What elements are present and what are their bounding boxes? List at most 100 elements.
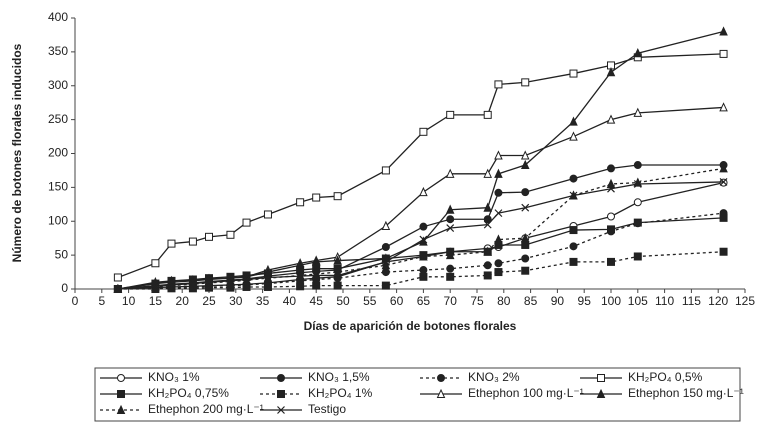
legend-label: Testigo bbox=[308, 402, 346, 416]
marker bbox=[483, 168, 493, 178]
legend-label: KNO₃ 1,5% bbox=[308, 370, 370, 384]
x-tick-label: 85 bbox=[524, 294, 538, 308]
x-tick-label: 15 bbox=[149, 294, 163, 308]
y-tick-label: 200 bbox=[48, 146, 68, 160]
marker bbox=[419, 266, 428, 275]
x-tick-label: 40 bbox=[283, 294, 297, 308]
x-tick-label: 50 bbox=[336, 294, 350, 308]
marker bbox=[494, 234, 503, 244]
marker bbox=[483, 202, 493, 212]
x-tick-label: 60 bbox=[390, 294, 404, 308]
marker bbox=[719, 247, 728, 256]
marker bbox=[167, 239, 176, 248]
marker bbox=[633, 161, 642, 170]
marker bbox=[333, 255, 342, 265]
marker bbox=[242, 275, 251, 284]
marker bbox=[607, 225, 615, 234]
marker bbox=[226, 276, 235, 285]
marker bbox=[419, 127, 428, 136]
legend-label: KNO₃ 2% bbox=[468, 370, 520, 384]
marker bbox=[263, 282, 272, 291]
marker bbox=[633, 48, 643, 58]
x-tick-label: 75 bbox=[470, 294, 484, 308]
marker bbox=[719, 26, 728, 36]
marker bbox=[188, 279, 197, 288]
marker bbox=[719, 178, 728, 186]
series-line bbox=[117, 212, 724, 290]
legend-box bbox=[94, 367, 741, 422]
marker bbox=[569, 116, 578, 126]
y-tick-label: 100 bbox=[48, 213, 68, 227]
marker bbox=[607, 164, 615, 173]
x-tick-label: 10 bbox=[122, 294, 136, 308]
marker bbox=[633, 107, 643, 117]
marker bbox=[436, 388, 446, 398]
marker bbox=[312, 281, 321, 290]
x-tick-label: 30 bbox=[229, 294, 243, 308]
marker bbox=[151, 259, 160, 268]
x-tick-label: 0 bbox=[72, 294, 79, 308]
marker bbox=[295, 260, 305, 270]
legend-label: Ethephon 150 mg·L⁻¹ bbox=[628, 386, 744, 400]
x-tick-label: 115 bbox=[682, 294, 701, 308]
marker bbox=[446, 110, 455, 119]
marker bbox=[381, 220, 391, 230]
y-tick-label: 50 bbox=[55, 247, 69, 261]
marker bbox=[633, 198, 642, 207]
marker bbox=[521, 188, 530, 197]
marker bbox=[483, 246, 493, 256]
marker bbox=[719, 102, 728, 112]
series-line bbox=[117, 30, 724, 290]
marker bbox=[446, 272, 455, 281]
marker bbox=[381, 257, 390, 266]
marker bbox=[277, 390, 285, 398]
marker bbox=[226, 230, 235, 239]
marker bbox=[117, 374, 125, 382]
marker bbox=[117, 390, 125, 398]
marker bbox=[419, 222, 428, 231]
marker bbox=[569, 131, 578, 141]
x-tick-label: 100 bbox=[601, 294, 621, 308]
marker bbox=[113, 273, 122, 282]
marker bbox=[483, 271, 492, 280]
marker bbox=[606, 67, 616, 77]
marker bbox=[277, 374, 285, 382]
marker bbox=[446, 264, 455, 273]
marker bbox=[188, 237, 197, 246]
marker bbox=[494, 168, 503, 178]
marker bbox=[311, 256, 321, 266]
marker bbox=[569, 174, 578, 183]
marker bbox=[719, 163, 728, 173]
legend-label: KNO₃ 1% bbox=[148, 370, 200, 384]
marker bbox=[569, 69, 578, 78]
x-tick-label: 20 bbox=[176, 294, 190, 308]
marker bbox=[242, 218, 251, 227]
legend-label: Ethephon 100 mg·L⁻¹ bbox=[468, 386, 584, 400]
marker bbox=[569, 226, 578, 235]
marker bbox=[633, 252, 642, 261]
x-tick-label: 125 bbox=[735, 294, 755, 308]
x-tick-label: 45 bbox=[310, 294, 324, 308]
marker bbox=[445, 249, 455, 260]
marker bbox=[521, 240, 530, 249]
marker bbox=[333, 192, 342, 201]
y-tick-label: 0 bbox=[61, 281, 68, 295]
marker bbox=[419, 272, 428, 281]
marker bbox=[264, 273, 272, 282]
marker bbox=[333, 271, 342, 280]
x-tick-label: 120 bbox=[708, 294, 728, 308]
marker bbox=[483, 261, 492, 270]
marker bbox=[494, 268, 503, 277]
marker bbox=[483, 220, 492, 229]
marker bbox=[483, 110, 492, 119]
marker bbox=[569, 242, 578, 251]
marker bbox=[277, 406, 285, 414]
marker bbox=[116, 404, 126, 414]
marker bbox=[494, 209, 503, 218]
legend-label: KH₂PO₄ 0,75% bbox=[148, 386, 229, 400]
marker bbox=[494, 150, 503, 160]
marker bbox=[446, 224, 455, 232]
marker bbox=[569, 191, 578, 200]
marker bbox=[597, 374, 605, 382]
